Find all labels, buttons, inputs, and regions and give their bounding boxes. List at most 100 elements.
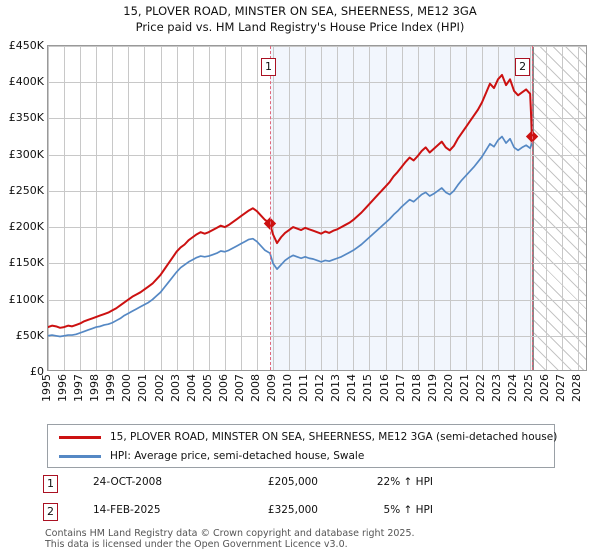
- legend-label-hpi: HPI: Average price, semi-detached house,…: [110, 450, 365, 462]
- x-axis-tick-label: 2004: [184, 374, 198, 402]
- gridline-vertical: [80, 46, 82, 370]
- x-axis-tick-label: 2009: [265, 374, 278, 402]
- y-axis-tick-label: £300K: [8, 147, 44, 161]
- gridline-vertical: [465, 46, 467, 370]
- transaction-row[interactable]: 1 24-OCT-2008 £205,000 22% ↑ HPI: [43, 475, 563, 495]
- gridline-horizontal: [48, 227, 586, 229]
- gridline-vertical: [273, 46, 274, 370]
- legend: 15, PLOVER ROAD, MINSTER ON SEA, SHEERNE…: [47, 424, 557, 468]
- gridline-vertical: [240, 46, 242, 370]
- series-lines: [48, 73, 539, 338]
- gridline-vertical: [514, 46, 516, 370]
- x-axis-tick-label: 1996: [56, 374, 70, 402]
- sale-marker-badge[interactable]: 2: [515, 58, 531, 76]
- legend-swatch-property: [59, 435, 101, 439]
- gridline-vertical: [481, 46, 483, 370]
- gridline-vertical: [176, 46, 178, 370]
- gridline-vertical: [64, 46, 66, 370]
- transaction-price: £325,000: [267, 504, 318, 516]
- gridline-vertical: [385, 46, 387, 370]
- gridline-horizontal: [48, 335, 586, 337]
- legend-swatch-hpi: [59, 454, 101, 458]
- x-axis-tick-label: 1995: [40, 374, 53, 402]
- x-axis-tick-label: 2012: [313, 374, 327, 402]
- x-axis-tick-label: 2016: [377, 374, 391, 402]
- series-line-hpi: [48, 135, 533, 338]
- gridline-horizontal: [48, 190, 586, 192]
- gridline-vertical: [321, 46, 323, 370]
- forecast-hatch-band: [532, 46, 586, 370]
- sale-event-line: [269, 46, 271, 370]
- gridline-vertical: [208, 46, 210, 370]
- transaction-date: 14-FEB-2025: [93, 504, 161, 516]
- footer-line-2: This data is licensed under the Open Gov…: [45, 539, 348, 550]
- plot-area: [47, 45, 587, 371]
- y-axis-tick-label: £100K: [8, 292, 44, 306]
- transaction-hpi-delta: 22% ↑ HPI: [376, 476, 433, 488]
- x-axis-tick-label: 2018: [409, 374, 423, 402]
- legend-item-1: HPI: Average price, semi-detached house,…: [48, 446, 364, 466]
- footer-attribution: Contains HM Land Registry data © Crown c…: [45, 528, 585, 550]
- x-axis-tick-label: 2026: [538, 374, 552, 402]
- sale-event-line: [532, 46, 534, 370]
- x-axis-tick-label: 2008: [248, 374, 262, 402]
- x-axis-tick-label: 2021: [457, 374, 471, 402]
- transaction-date: 24-OCT-2008: [93, 476, 162, 488]
- x-axis-tick-label: 1997: [72, 374, 86, 402]
- gridline-vertical: [192, 46, 194, 370]
- legend-item-0: 15, PLOVER ROAD, MINSTER ON SEA, SHEERNE…: [48, 427, 557, 447]
- x-axis-tick-label: 2013: [329, 374, 343, 402]
- series-line-property: [48, 73, 534, 329]
- x-axis-tick-label: 2015: [361, 374, 375, 402]
- y-axis-tick-label: £400K: [8, 75, 44, 89]
- gridline-vertical: [562, 46, 564, 370]
- gridline-vertical: [305, 46, 307, 370]
- x-axis-tick-label: 2005: [200, 374, 214, 402]
- gridline-horizontal: [48, 299, 586, 301]
- sale-marker-badge[interactable]: 1: [260, 58, 276, 76]
- y-axis-tick-label: £0: [30, 365, 44, 378]
- y-axis-tick-label: £350K: [8, 111, 44, 125]
- gridline-vertical: [289, 46, 291, 370]
- x-axis-tick-label: 2010: [281, 374, 295, 402]
- x-axis-tick-label: 2024: [506, 374, 520, 402]
- x-axis-tick-label: 2027: [554, 374, 568, 402]
- gridline-horizontal: [48, 82, 586, 84]
- x-axis-tick-label: 1999: [104, 374, 118, 402]
- transaction-price: £205,000: [267, 476, 318, 488]
- y-axis-tick-label: £150K: [8, 256, 44, 270]
- x-axis-tick-label: 2002: [152, 374, 166, 402]
- x-axis-tick-label: 2000: [120, 374, 134, 402]
- transaction-hpi-delta: 5% ↑ HPI: [383, 504, 433, 516]
- x-axis-tick-label: 2022: [473, 374, 487, 402]
- gridline-vertical: [449, 46, 451, 370]
- y-axis-tick-label: £200K: [8, 220, 44, 234]
- gridline-vertical: [337, 46, 339, 370]
- gridline-vertical: [417, 46, 419, 370]
- x-axis-tick-label: 2001: [136, 374, 150, 402]
- transaction-badge: 1: [43, 475, 58, 493]
- gridline-horizontal: [48, 154, 586, 156]
- x-axis-tick-label: 2023: [490, 374, 503, 402]
- y-axis-tick-label: £50K: [15, 328, 44, 342]
- forecast-boundary-line: [532, 46, 535, 370]
- gridline-vertical: [369, 46, 371, 370]
- x-axis-tick-label: 2006: [216, 374, 230, 402]
- gridline-vertical: [578, 46, 580, 370]
- title-line-2: Price paid vs. HM Land Registry's House …: [135, 20, 465, 34]
- gridline-vertical: [530, 46, 532, 370]
- footer-line-1: Contains HM Land Registry data © Crown c…: [45, 528, 415, 539]
- gridline-vertical: [112, 46, 114, 370]
- transaction-row[interactable]: 2 14-FEB-2025 £325,000 5% ↑ HPI: [43, 503, 563, 523]
- x-axis-tick-label: 2014: [345, 374, 359, 402]
- gridline-horizontal: [48, 263, 586, 265]
- gridline-vertical: [160, 46, 162, 370]
- x-axis-tick-label: 1998: [88, 374, 102, 402]
- x-axis-tick-label: 2028: [570, 374, 584, 402]
- y-axis-tick-label: £250K: [8, 183, 44, 197]
- gridline-vertical: [546, 46, 548, 370]
- page-title: 15, PLOVER ROAD, MINSTER ON SEA, SHEERNE…: [0, 3, 600, 35]
- x-axis-tick-label: 2025: [522, 374, 536, 402]
- legend-label-property: 15, PLOVER ROAD, MINSTER ON SEA, SHEERNE…: [110, 431, 558, 443]
